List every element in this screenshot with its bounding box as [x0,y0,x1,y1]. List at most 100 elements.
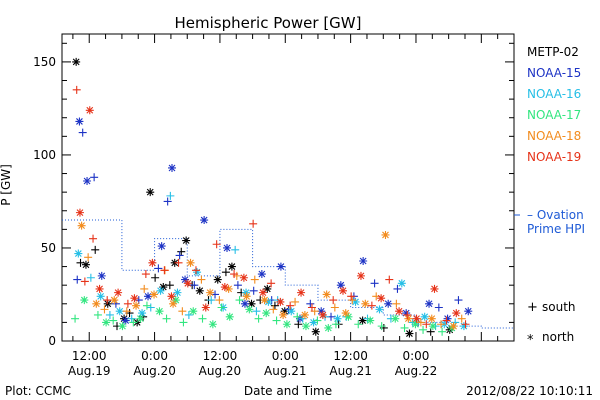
data-point-north [341,309,350,318]
data-point-south [434,303,443,312]
data-point-south [197,275,206,284]
data-point-north [81,260,90,269]
data-point-south [416,318,425,327]
data-point-south [385,275,394,284]
data-point-south [461,320,470,329]
data-point-north [156,286,165,295]
data-point-north [405,329,414,338]
data-point-north [297,288,306,297]
data-point-north [425,299,434,308]
data-point-south [377,322,386,331]
data-point-north [464,307,473,316]
chart-title: Hemispheric Power [GW] [175,14,362,32]
data-point-south [422,320,431,329]
data-point-south [393,284,402,293]
data-point-north [110,296,119,305]
data-point-north [452,309,461,318]
series-noaa-15 [73,117,473,327]
data-point-north [301,322,310,331]
x-tick-date-label: Aug.20 [133,364,176,378]
legend-series-list: METP-02 NOAA-15 NOAA-16 NOAA-17 NOAA-18 NOAA-… [527,45,581,164]
x-tick-time-label: 0:00 [272,349,299,363]
y-tick-label: 0 [48,334,56,348]
series-noaa-18 [77,221,466,331]
data-point-north [324,323,333,332]
data-point-south [306,299,315,308]
data-point-south [175,251,184,260]
data-point-north [245,305,254,314]
data-point-north [115,307,124,316]
data-point-north [358,316,367,325]
legend-entry-noaa-16: NOAA-16 [527,87,581,101]
x-tick-time-label: 12:00 [203,349,238,363]
data-point-north [318,310,327,319]
legend-entry-metp-02: METP-02 [527,45,579,59]
data-point-north [361,299,370,308]
data-point-north [395,307,404,316]
x-tick-time-label: 12:00 [72,349,107,363]
data-point-north [75,208,84,217]
data-point-north [77,221,86,230]
data-point-south [437,320,446,329]
series-noaa-19 [72,85,470,329]
data-point-north [276,262,285,271]
data-point-north [264,297,273,306]
data-point-north [182,236,191,245]
data-point-south [286,301,295,310]
data-point-south [71,314,80,323]
legend-entry-noaa-18: NOAA-18 [527,129,581,143]
data-point-north [287,307,296,316]
data-point-south [454,296,463,305]
data-point-north [377,294,386,303]
data-point-north [240,299,249,308]
data-point-north [459,322,468,331]
data-point-south [331,320,340,329]
data-point-south [330,303,339,312]
data-point-south [457,314,466,323]
data-point-north [404,314,413,323]
data-point-south [392,299,401,308]
data-point-south [419,325,428,334]
x-tick-time-label: 0:00 [141,349,168,363]
data-point-north [280,307,289,316]
data-point-north [282,320,291,329]
data-point-south [84,253,93,262]
data-point-north [171,296,180,305]
data-point-north [167,292,176,301]
y-axis-label: P [GW] [0,164,13,206]
data-point-north [206,288,215,297]
data-point-south [160,266,169,275]
data-point-north [443,314,452,323]
data-point-north [118,322,127,331]
data-point-south [403,310,412,319]
data-point-north [257,270,266,279]
data-point-south [127,314,136,323]
data-point-north [427,314,436,323]
data-points [71,57,473,338]
data-point-north [402,309,411,318]
data-point-north [96,292,105,301]
data-point-north [80,296,89,305]
x-tick-date-label: Aug.21 [329,364,372,378]
data-point-north [336,281,345,290]
data-point-south [293,312,302,321]
y-tick-label: 150 [33,55,56,69]
data-point-north [351,297,360,306]
x-axis-label: Date and Time [244,384,332,398]
data-point-south [166,191,175,200]
data-point-north [258,288,267,297]
data-point-north [412,314,421,323]
data-point-north [339,286,348,295]
data-point-north [75,117,84,126]
data-point-south [123,299,132,308]
data-point-north [262,309,271,318]
data-point-south [165,281,174,290]
data-point-south [174,258,183,267]
south-symbol: + [527,300,538,315]
data-point-south [146,303,155,312]
data-point-south [179,318,188,327]
y-tick-label: 100 [33,148,56,162]
data-point-south [235,296,244,305]
data-point-south [105,310,114,319]
data-point-north [391,314,400,323]
